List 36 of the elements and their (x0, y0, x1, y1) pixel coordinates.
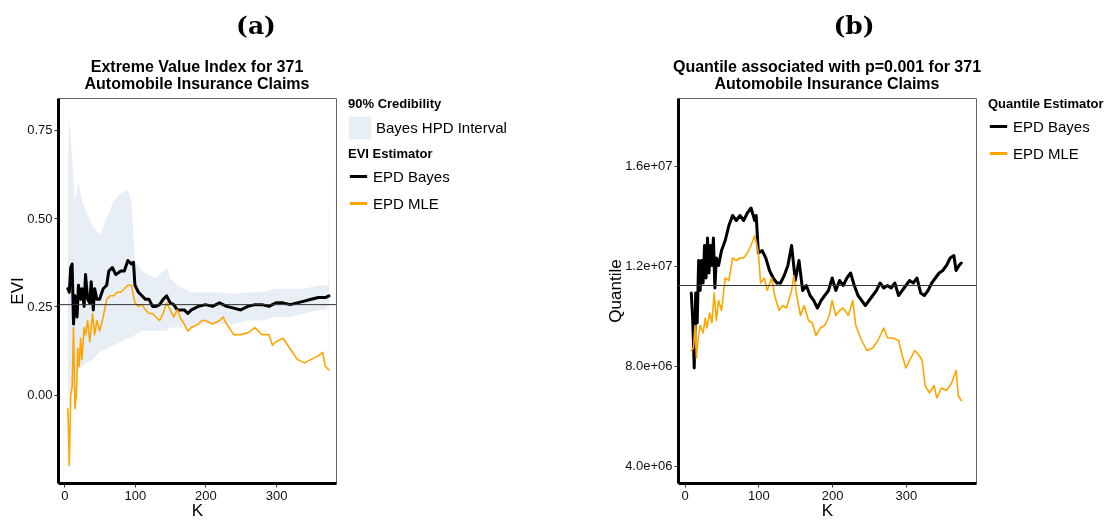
x-tick-label: 300 (265, 487, 288, 503)
line-series (66, 258, 331, 326)
y-tick-label: 0.50 (27, 210, 53, 226)
y-tick-label: 0.25 (27, 298, 53, 314)
x-tick-label: 0 (61, 487, 69, 503)
x-axis-title: K (821, 500, 834, 520)
x-axis-title: K (191, 500, 204, 520)
y-tick-label: 4.0e+06 (625, 458, 673, 473)
legend-label: EPD MLE (1013, 144, 1079, 162)
chart-title: Quantile associated with p=0.001 for 371 Automobile Insurance Claims (672, 58, 982, 92)
legend-title: Quantile Estimator (988, 96, 1104, 111)
x-tick-label: 300 (895, 487, 918, 503)
legend-label: EPD Bayes (1013, 117, 1090, 135)
x-tick-label: 100 (124, 487, 147, 503)
text: (b) (833, 10, 875, 42)
x-tick-label: 0 (681, 487, 689, 503)
y-axis-title: Quantile (606, 259, 626, 323)
legend-label: EPD Bayes (373, 167, 450, 185)
y-tick-label: 1.6e+07 (625, 158, 673, 173)
text: (a) (236, 10, 276, 42)
legend-label: EPD MLE (373, 194, 439, 212)
chart-title: Extreme Value Index for 371 Automobile Insurance Claims (84, 58, 310, 92)
y-tick-label: 1.2e+07 (625, 258, 673, 273)
x-tick-label: 200 (821, 487, 844, 503)
y-axis-title: EVI (8, 277, 28, 305)
y-tick-label: 0.75 (27, 122, 53, 138)
x-tick-label: 100 (748, 487, 770, 503)
line-series (689, 206, 963, 370)
y-tick-label: 0.00 (27, 387, 53, 403)
y-tick-label: 8.0e+06 (625, 358, 673, 373)
text: EVI Estimator (348, 146, 433, 161)
line-series (67, 284, 330, 467)
line-series (690, 234, 963, 402)
x-tick-label: 200 (195, 487, 217, 503)
legend-label: Bayes HPD Interval (376, 119, 507, 136)
text: 90% Credibility (348, 96, 442, 111)
